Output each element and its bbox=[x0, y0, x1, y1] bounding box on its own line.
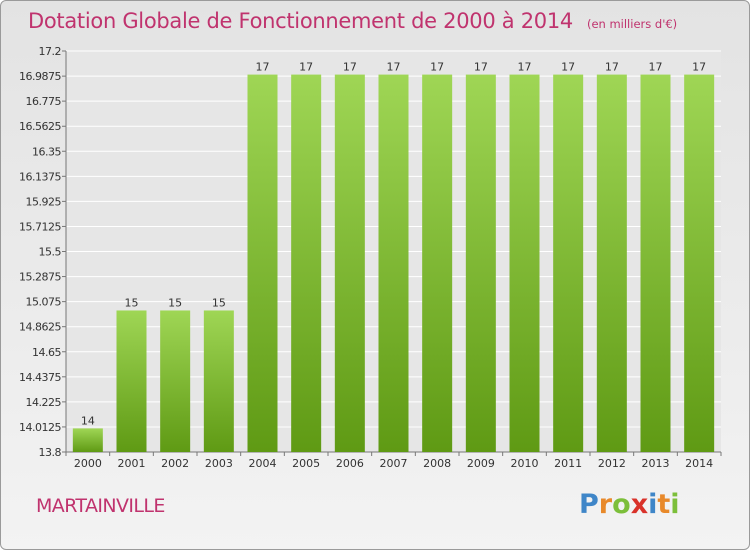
y-tick-label: 14.4375 bbox=[19, 371, 61, 384]
bar bbox=[684, 74, 715, 453]
x-tick-label: 2010 bbox=[511, 457, 539, 470]
y-tick-label: 14.225 bbox=[26, 396, 62, 409]
logo-letter: P bbox=[579, 489, 599, 520]
bar bbox=[72, 428, 103, 452]
x-tick-label: 2004 bbox=[249, 457, 277, 470]
chart-title: Dotation Globale de Fonctionnement de 20… bbox=[28, 9, 677, 33]
x-tick-label: 2002 bbox=[161, 457, 189, 470]
x-tick-label: 2009 bbox=[467, 457, 495, 470]
x-tick-label: 2000 bbox=[74, 457, 102, 470]
y-tick-label: 13.8 bbox=[39, 446, 62, 459]
bar bbox=[116, 310, 147, 452]
data-label: 17 bbox=[387, 61, 401, 74]
y-tick-label: 17.2 bbox=[39, 45, 62, 58]
bar bbox=[422, 74, 453, 453]
x-tick-label: 2005 bbox=[292, 457, 320, 470]
logo-letter: i bbox=[670, 489, 680, 520]
bar bbox=[596, 74, 627, 453]
y-tick-label: 14.0125 bbox=[19, 421, 61, 434]
chart-subtitle: (en milliers d'€) bbox=[586, 17, 678, 31]
town-name: MARTAINVILLE bbox=[36, 495, 165, 517]
data-label: 17 bbox=[256, 61, 270, 74]
data-label: 14 bbox=[81, 414, 95, 427]
data-label: 17 bbox=[343, 61, 357, 74]
x-tick-label: 2012 bbox=[598, 457, 626, 470]
bar bbox=[378, 74, 409, 453]
y-tick-label: 16.1375 bbox=[19, 170, 61, 183]
logo-letter: x bbox=[630, 489, 649, 520]
logo-letter: i bbox=[648, 489, 658, 520]
y-tick-label: 15.5 bbox=[39, 246, 62, 259]
y-tick-label: 15.2875 bbox=[19, 271, 61, 284]
x-tick-label: 2011 bbox=[554, 457, 582, 470]
data-label: 15 bbox=[212, 296, 226, 309]
x-tick-label: 2008 bbox=[423, 457, 451, 470]
logo-letter: o bbox=[612, 489, 631, 520]
data-label: 17 bbox=[299, 61, 313, 74]
bar bbox=[640, 74, 671, 453]
y-tick-label: 16.775 bbox=[26, 95, 62, 108]
data-label: 17 bbox=[561, 61, 575, 74]
x-tick-label: 2003 bbox=[205, 457, 233, 470]
x-tick-label: 2014 bbox=[685, 457, 713, 470]
x-tick-label: 2007 bbox=[380, 457, 408, 470]
data-label: 15 bbox=[125, 296, 139, 309]
y-tick-label: 15.925 bbox=[26, 195, 62, 208]
y-tick-label: 14.65 bbox=[32, 346, 61, 359]
bar bbox=[203, 310, 234, 452]
logo-letter: r bbox=[598, 489, 613, 520]
data-label: 17 bbox=[474, 61, 488, 74]
bar bbox=[509, 74, 540, 453]
bar bbox=[465, 74, 496, 453]
data-label: 17 bbox=[692, 61, 706, 74]
bar bbox=[553, 74, 584, 453]
bar bbox=[160, 310, 191, 452]
y-tick-label: 15.075 bbox=[26, 296, 62, 309]
bar bbox=[334, 74, 365, 453]
data-label: 17 bbox=[430, 61, 444, 74]
bar bbox=[291, 74, 322, 453]
y-tick-label: 16.9875 bbox=[19, 70, 61, 83]
bar bbox=[247, 74, 278, 453]
data-label: 15 bbox=[168, 296, 182, 309]
y-tick-label: 16.35 bbox=[32, 145, 61, 158]
data-label: 17 bbox=[518, 61, 532, 74]
data-label: 17 bbox=[605, 61, 619, 74]
x-tick-label: 2006 bbox=[336, 457, 364, 470]
chart-title-text: Dotation Globale de Fonctionnement de 20… bbox=[28, 9, 573, 33]
x-tick-label: 2001 bbox=[118, 457, 146, 470]
y-tick-label: 15.7125 bbox=[19, 220, 61, 233]
logo-letter: t bbox=[657, 489, 671, 520]
y-tick-label: 14.8625 bbox=[19, 321, 61, 334]
proxiti-logo[interactable]: Proxiti bbox=[579, 489, 680, 520]
data-label: 17 bbox=[649, 61, 663, 74]
y-tick-label: 16.5625 bbox=[19, 120, 61, 133]
x-tick-label: 2013 bbox=[642, 457, 670, 470]
